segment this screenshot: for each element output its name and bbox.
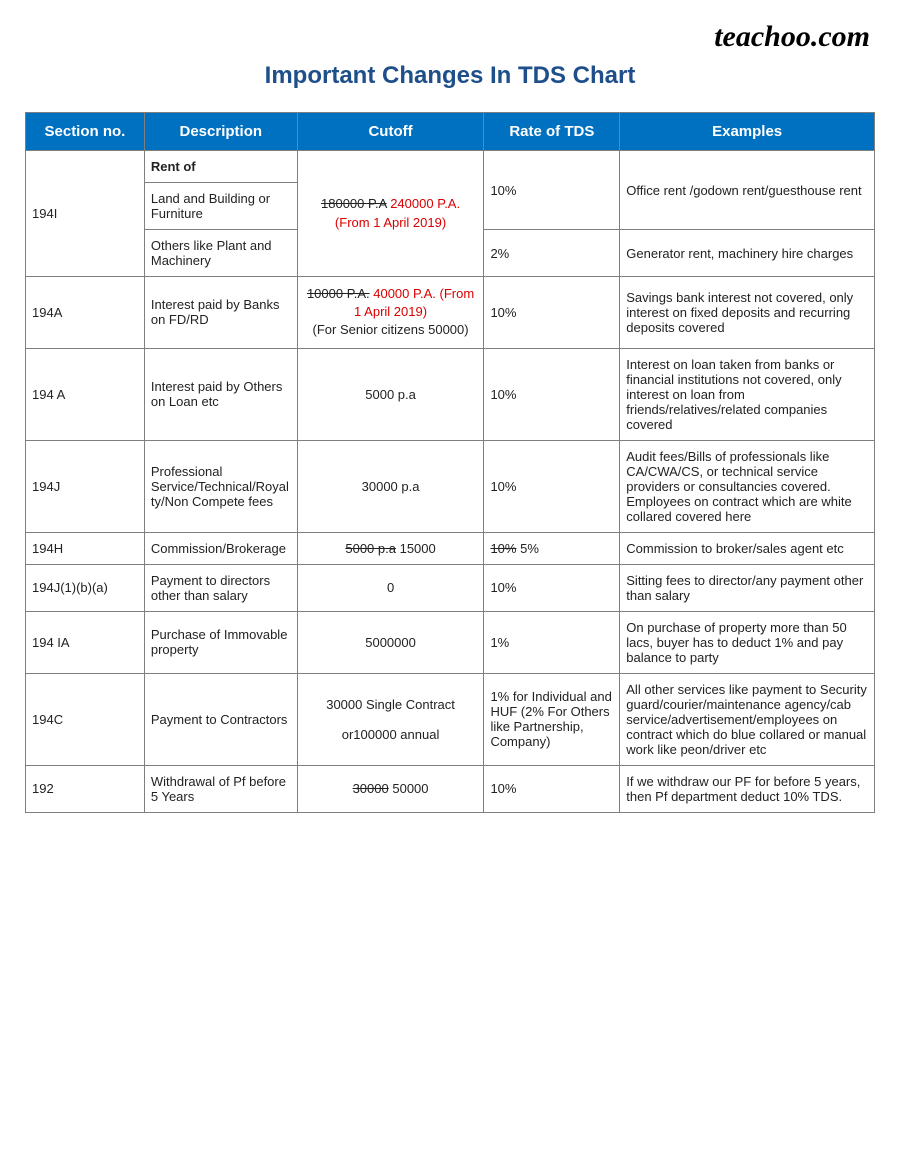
cell-section: 194I — [26, 151, 145, 277]
cell-section: 194H — [26, 532, 145, 564]
cell-desc: Others like Plant and Machinery — [144, 230, 297, 277]
cell-desc: Purchase of Immovable property — [144, 611, 297, 673]
table-row: 194A Interest paid by Banks on FD/RD 100… — [26, 277, 875, 349]
cell-example: If we withdraw our PF for before 5 years… — [620, 765, 875, 812]
cell-section: 194 IA — [26, 611, 145, 673]
col-description: Description — [144, 113, 297, 151]
cell-rate: 10% — [484, 277, 620, 349]
cell-rate: 10% — [484, 765, 620, 812]
cell-section: 194J — [26, 440, 145, 532]
cell-cutoff: 180000 P.A 240000 P.A. (From 1 April 201… — [297, 151, 484, 277]
cutoff-extra: (For Senior citizens 50000) — [313, 322, 469, 337]
table-row: 194J(1)(b)(a) Payment to directors other… — [26, 564, 875, 611]
cell-cutoff: 30000 Single Contract or100000 annual — [297, 673, 484, 765]
cutoff-line-b: or100000 annual — [342, 727, 440, 742]
table-header-row: Section no. Description Cutoff Rate of T… — [26, 113, 875, 151]
table-row: 192 Withdrawal of Pf before 5 Years 3000… — [26, 765, 875, 812]
cutoff-old: 5000 p.a — [345, 541, 396, 556]
brand-logo: teachoo.com — [25, 20, 875, 54]
cell-rate: 1% for Individual and HUF (2% For Others… — [484, 673, 620, 765]
table-row: 194H Commission/Brokerage 5000 p.a 15000… — [26, 532, 875, 564]
cell-cutoff: 0 — [297, 564, 484, 611]
cell-desc-header: Rent of — [144, 151, 297, 183]
table-row: 194C Payment to Contractors 30000 Single… — [26, 673, 875, 765]
cell-example: Interest on loan taken from banks or fin… — [620, 348, 875, 440]
cutoff-new: 15000 — [400, 541, 436, 556]
page-title: Important Changes In TDS Chart — [25, 62, 875, 90]
cell-example: Audit fees/Bills of professionals like C… — [620, 440, 875, 532]
cell-rate: 10% 5% — [484, 532, 620, 564]
cell-desc: Payment to directors other than salary — [144, 564, 297, 611]
cell-cutoff: 5000000 — [297, 611, 484, 673]
cell-desc: Payment to Contractors — [144, 673, 297, 765]
cell-rate: 1% — [484, 611, 620, 673]
cutoff-old: 30000 — [353, 781, 389, 796]
col-cutoff: Cutoff — [297, 113, 484, 151]
cell-example: Generator rent, machinery hire charges — [620, 230, 875, 277]
cell-desc: Withdrawal of Pf before 5 Years — [144, 765, 297, 812]
cell-cutoff: 5000 p.a — [297, 348, 484, 440]
cell-rate: 10% — [484, 440, 620, 532]
cutoff-new: 40000 P.A. (From 1 April 2019) — [354, 286, 474, 319]
cell-desc: Commission/Brokerage — [144, 532, 297, 564]
cell-section: 194A — [26, 277, 145, 349]
cell-section: 194 A — [26, 348, 145, 440]
table-row: 194 IA Purchase of Immovable property 50… — [26, 611, 875, 673]
col-rate: Rate of TDS — [484, 113, 620, 151]
cell-cutoff: 30000 p.a — [297, 440, 484, 532]
cutoff-old: 10000 P.A. — [307, 286, 370, 301]
rate-new: 5% — [520, 541, 539, 556]
cell-cutoff: 5000 p.a 15000 — [297, 532, 484, 564]
cell-rate: 10% — [484, 348, 620, 440]
cell-example: Savings bank interest not covered, only … — [620, 277, 875, 349]
cell-example: Sitting fees to director/any payment oth… — [620, 564, 875, 611]
cutoff-line-a: 30000 Single Contract — [326, 697, 455, 712]
table-row: 194J Professional Service/Technical/Roya… — [26, 440, 875, 532]
cell-rate: 10% — [484, 151, 620, 230]
cell-rate: 2% — [484, 230, 620, 277]
cell-desc: Professional Service/Technical/Royalty/N… — [144, 440, 297, 532]
cell-desc: Interest paid by Banks on FD/RD — [144, 277, 297, 349]
col-section: Section no. — [26, 113, 145, 151]
cell-desc: Interest paid by Others on Loan etc — [144, 348, 297, 440]
col-examples: Examples — [620, 113, 875, 151]
table-row: 194 A Interest paid by Others on Loan et… — [26, 348, 875, 440]
table-row: 194I Rent of 180000 P.A 240000 P.A. (Fro… — [26, 151, 875, 183]
cell-cutoff: 30000 50000 — [297, 765, 484, 812]
cell-example: On purchase of property more than 50 lac… — [620, 611, 875, 673]
cell-section: 194C — [26, 673, 145, 765]
cell-desc: Land and Building or Furniture — [144, 183, 297, 230]
cell-rate: 10% — [484, 564, 620, 611]
cell-section: 194J(1)(b)(a) — [26, 564, 145, 611]
cell-example: Office rent /godown rent/guesthouse rent — [620, 151, 875, 230]
cutoff-new: 50000 — [392, 781, 428, 796]
cell-section: 192 — [26, 765, 145, 812]
tds-table: Section no. Description Cutoff Rate of T… — [25, 112, 875, 813]
cutoff-old: 180000 P.A — [321, 196, 387, 211]
cell-example: All other services like payment to Secur… — [620, 673, 875, 765]
cell-cutoff: 10000 P.A. 40000 P.A. (From 1 April 2019… — [297, 277, 484, 349]
cell-example: Commission to broker/sales agent etc — [620, 532, 875, 564]
rate-old: 10% — [490, 541, 516, 556]
